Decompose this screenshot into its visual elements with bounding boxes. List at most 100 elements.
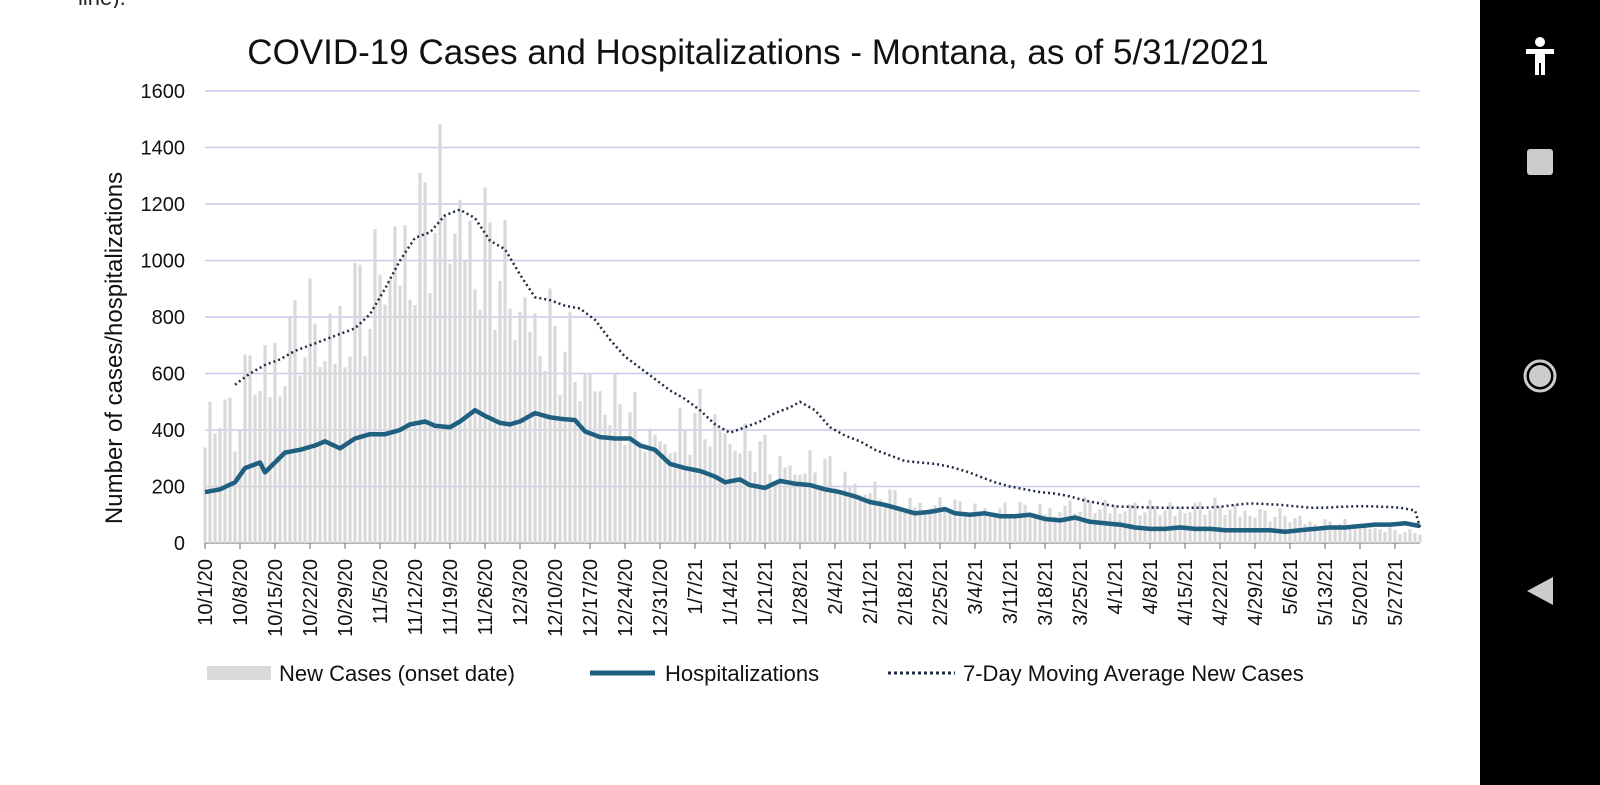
- bar: [928, 508, 932, 543]
- legend: New Cases (onset date) Hospitalizations …: [207, 661, 1304, 686]
- back-triangle-icon: [1527, 577, 1553, 605]
- y-tick-label: 1600: [141, 81, 186, 103]
- bar: [873, 481, 877, 543]
- legend-label-new-cases: New Cases (onset date): [279, 661, 515, 686]
- x-tick-label: 4/8/21: [1140, 559, 1162, 615]
- bar: [318, 367, 322, 543]
- bar: [243, 354, 247, 543]
- bar: [618, 404, 622, 543]
- bar: [393, 226, 397, 543]
- bar: [1258, 508, 1262, 543]
- bar: [683, 429, 687, 543]
- bar: [583, 372, 587, 543]
- bar: [348, 356, 352, 543]
- series-lines: [204, 208, 1422, 534]
- bar: [1018, 501, 1022, 543]
- x-tick-label: 3/4/21: [965, 559, 987, 615]
- bar: [573, 381, 577, 543]
- bar: [1148, 499, 1152, 543]
- bar: [353, 262, 357, 543]
- bar: [438, 124, 442, 543]
- hospitalizations-line: [204, 407, 1421, 534]
- accessibility-button[interactable]: [1480, 25, 1600, 85]
- bar: [323, 361, 327, 543]
- bar: [448, 263, 452, 543]
- bar: [753, 471, 757, 543]
- bar: [498, 280, 502, 543]
- grid-lines: [205, 90, 1420, 544]
- bar: [528, 331, 532, 543]
- bar: [708, 446, 712, 543]
- bar: [1193, 502, 1197, 543]
- bar: [1003, 502, 1007, 543]
- bar: [1038, 504, 1042, 543]
- bar: [1243, 510, 1247, 543]
- y-tick-label: 1000: [141, 251, 186, 273]
- home-button[interactable]: [1480, 346, 1600, 406]
- bar: [1053, 516, 1057, 543]
- bar: [383, 304, 387, 543]
- y-tick-label: 800: [152, 307, 185, 329]
- bar: [1108, 513, 1112, 543]
- bar: [1313, 524, 1317, 543]
- bar: [503, 219, 507, 543]
- bar: [963, 515, 967, 543]
- bar: [723, 433, 727, 543]
- bar: [1283, 515, 1287, 543]
- bar: [1413, 532, 1417, 543]
- y-tick-label: 400: [152, 420, 185, 442]
- bar: [1048, 507, 1052, 543]
- bar: [1373, 527, 1377, 543]
- bar: [403, 224, 407, 543]
- bar: [768, 474, 772, 543]
- legend-swatch-new-cases: [207, 666, 271, 680]
- bar: [1098, 509, 1102, 543]
- bar: [728, 443, 732, 543]
- bar: [1398, 534, 1402, 543]
- bar: [578, 401, 582, 543]
- x-tick-label: 4/29/21: [1245, 559, 1267, 626]
- x-tick-label: 2/4/21: [825, 559, 847, 615]
- accessibility-icon: [1526, 37, 1554, 75]
- bar: [913, 507, 917, 543]
- recents-button[interactable]: [1480, 132, 1600, 192]
- bar: [943, 510, 947, 543]
- y-axis-label: Number of cases/hospitalizations: [101, 172, 128, 524]
- bar: [638, 441, 642, 543]
- bar: [1363, 524, 1367, 543]
- bar: [1353, 528, 1357, 543]
- bar: [1343, 518, 1347, 543]
- bar: [793, 474, 797, 543]
- bar: [853, 483, 857, 543]
- bar: [423, 182, 427, 543]
- square-icon: [1527, 149, 1553, 175]
- x-tick-label: 1/14/21: [720, 559, 742, 626]
- x-tick-label: 10/8/20: [230, 559, 252, 626]
- back-button[interactable]: [1480, 561, 1600, 621]
- bar: [228, 397, 232, 543]
- x-tick-label: 10/15/20: [265, 559, 287, 637]
- bar: [1133, 502, 1137, 543]
- x-axis-ticks: 10/1/20 10/8/20 10/15/20 10/22/20 10/29/20 11…: [195, 543, 1407, 637]
- bar: [658, 441, 662, 543]
- bar: [468, 220, 472, 544]
- bar: [1263, 510, 1267, 543]
- bar: [208, 401, 212, 543]
- bar: [333, 363, 337, 543]
- bar: [453, 233, 457, 544]
- bar: [598, 391, 602, 543]
- y-axis-ticks: 0 200 400 600 800 1000 1200 1400 1600: [141, 81, 186, 555]
- bar: [418, 172, 422, 543]
- bar: [698, 388, 702, 543]
- bar: [878, 499, 882, 543]
- x-tick-label: 12/31/20: [650, 559, 672, 637]
- bar: [633, 392, 637, 543]
- bar: [798, 474, 802, 543]
- bar: [613, 373, 617, 543]
- bar: [673, 452, 677, 543]
- bar: [478, 310, 482, 543]
- bar: [608, 425, 612, 543]
- bar: [783, 467, 787, 543]
- bar: [923, 511, 927, 543]
- x-tick-label: 4/22/21: [1210, 559, 1232, 626]
